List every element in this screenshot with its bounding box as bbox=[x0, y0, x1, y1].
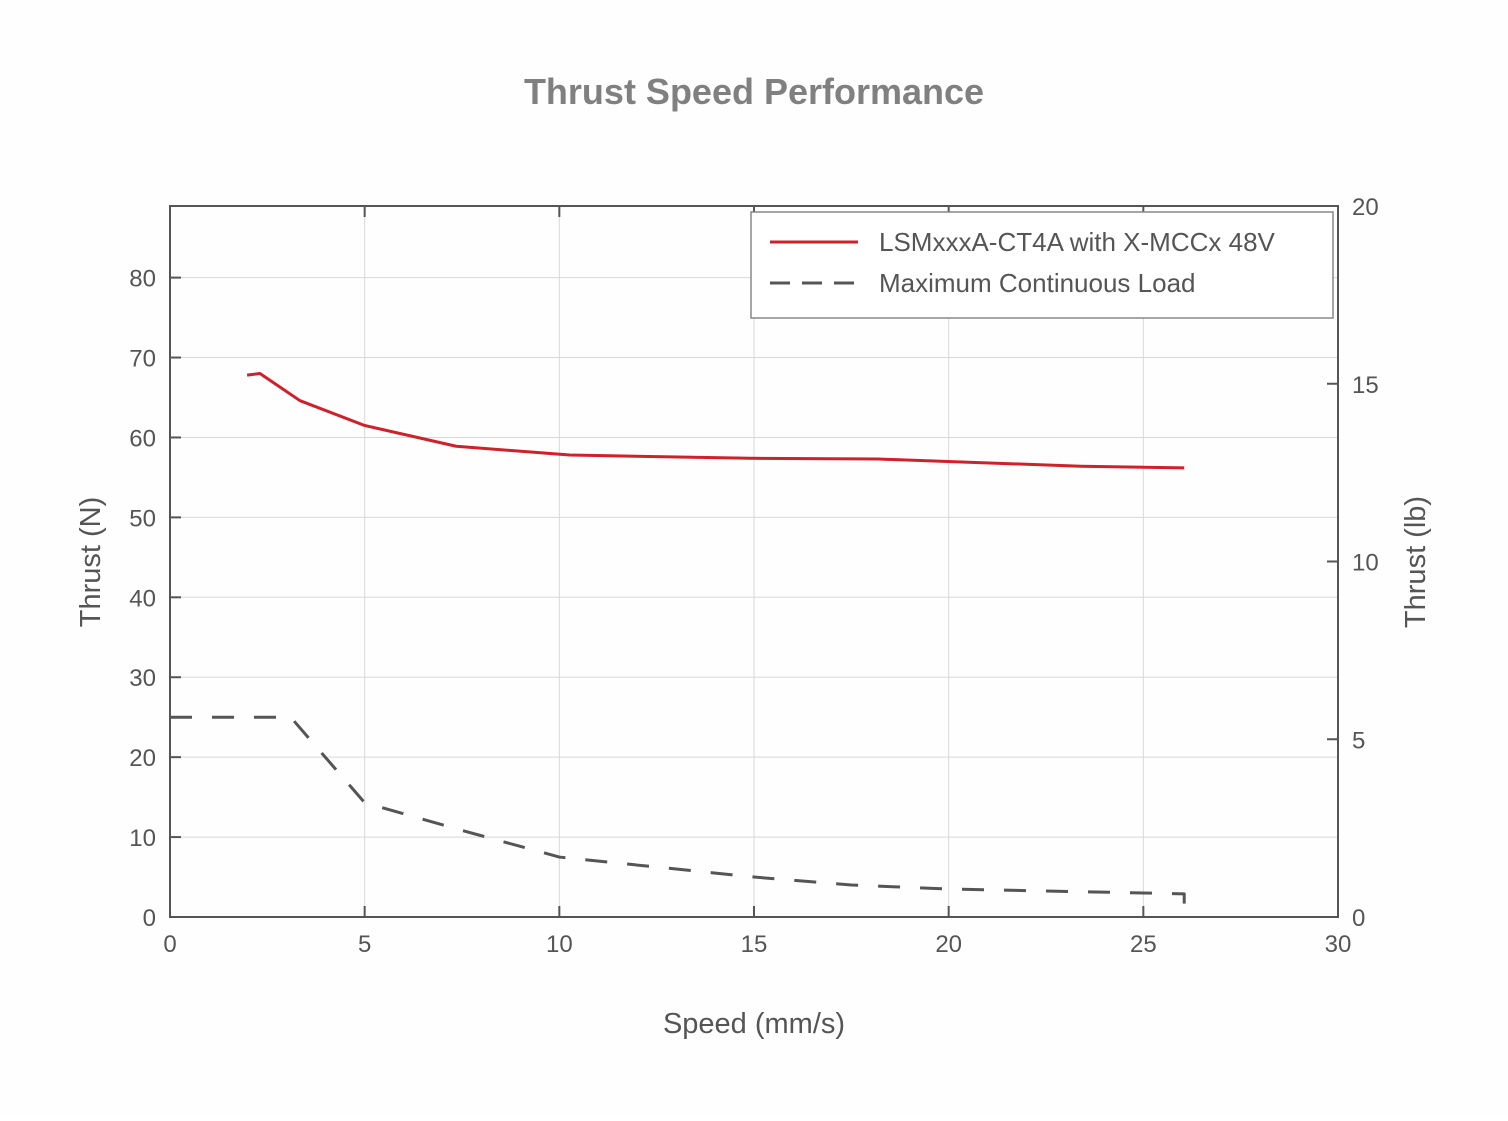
x-tick-label: 10 bbox=[546, 931, 573, 958]
x-tick-label: 20 bbox=[935, 931, 962, 958]
x-tick-label: 0 bbox=[163, 931, 176, 958]
y2-tick-label: 20 bbox=[1352, 194, 1379, 221]
legend: LSMxxxA-CT4A with X-MCCx 48V Maximum Con… bbox=[750, 211, 1334, 319]
x-tick-label: 30 bbox=[1325, 931, 1352, 958]
x-tick-label: 25 bbox=[1130, 931, 1157, 958]
x-tick-label: 5 bbox=[358, 931, 371, 958]
y-axis-label: Thrust (N) bbox=[75, 497, 107, 628]
legend-label-0: LSMxxxA-CT4A with X-MCCx 48V bbox=[879, 227, 1276, 257]
series-line-0 bbox=[246, 372, 1185, 470]
y-tick-label: 10 bbox=[129, 825, 156, 852]
y-tick-label: 30 bbox=[129, 665, 156, 692]
series-line-1 bbox=[170, 715, 1186, 917]
y2-tick-label: 0 bbox=[1352, 905, 1365, 932]
chart-title: Thrust Speed Performance bbox=[524, 71, 984, 112]
y-tick-label: 0 bbox=[143, 905, 156, 932]
x-tick-label: 15 bbox=[741, 931, 768, 958]
y2-tick-label: 15 bbox=[1352, 372, 1379, 399]
x-axis-label: Speed (mm/s) bbox=[663, 1008, 845, 1040]
y-tick-label: 20 bbox=[129, 745, 156, 772]
y-tick-label: 40 bbox=[129, 585, 156, 612]
y-tick-label: 50 bbox=[129, 505, 156, 532]
y-tick-label: 70 bbox=[129, 346, 156, 373]
y-tick-label: 80 bbox=[129, 266, 156, 293]
y-tick-label: 60 bbox=[129, 425, 156, 452]
legend-label-1: Maximum Continuous Load bbox=[879, 268, 1196, 298]
y2-tick-label: 5 bbox=[1352, 727, 1365, 754]
y2-axis-label: Thrust (lb) bbox=[1400, 496, 1432, 628]
y2-tick-label: 10 bbox=[1352, 550, 1379, 577]
